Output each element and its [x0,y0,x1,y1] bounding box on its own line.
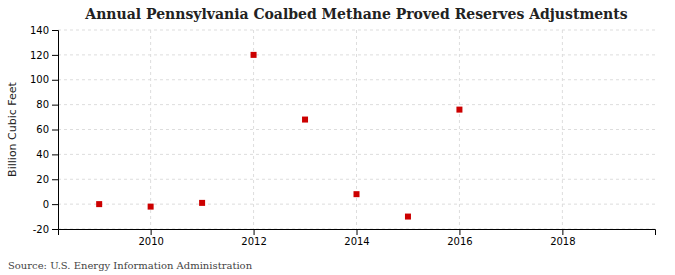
x-axis: 2010 2012 2014 2016 2018 [59,229,656,247]
y-tick: 0 [43,199,58,210]
point [96,201,102,207]
point [456,107,462,113]
y-tick-mark [52,130,58,131]
y-tick: 60 [36,124,58,135]
x-tick-label: 2018 [550,236,575,247]
y-tick-mark [52,30,58,31]
x-tick-mark [254,229,255,235]
grid-line [356,30,357,229]
plot: 2010 2012 2014 2016 2018 -20 0 20 40 60 80 100 120 14… [30,25,656,247]
y-tick-mark [52,229,58,230]
grid-line [58,154,655,155]
y-tick-label: 120 [30,50,49,61]
y-tick-mark [52,55,58,56]
y-tick-label: 20 [36,174,49,185]
point [199,200,205,206]
y-tick-mark [52,154,58,155]
points [96,52,462,220]
y-tick: 20 [36,174,58,185]
x-tick: 2014 [344,229,369,247]
grid-line [253,30,254,229]
y-axis-title: Billion Cubic Feet [6,81,19,176]
x-tick-mark [562,229,563,235]
y-tick-label: 60 [36,124,49,135]
y-tick-label: -20 [33,224,49,235]
x-tick: 2018 [550,229,575,247]
x-tick-mark [151,229,152,235]
title: Annual Pennsylvania Coalbed Methane Prov… [84,6,627,22]
x-tick-mark [459,229,460,235]
y-tick-label: 100 [30,74,49,85]
grid [58,30,655,229]
y-tick-mark [52,105,58,106]
y-tick: -20 [33,224,58,235]
x-tick: 2010 [138,229,163,247]
y-tick: 140 [30,25,58,36]
x-tick-label: 2012 [241,236,266,247]
chart: 2010 2012 2014 2016 2018 -20 0 20 40 60 80 100 120 14… [0,0,675,275]
y-tick-label: 40 [36,149,49,160]
point [302,117,308,123]
y-tick: 120 [30,50,58,61]
x-tick-label: 2014 [344,236,369,247]
point [251,52,257,58]
x-tick: 2016 [447,229,472,247]
y-tick: 100 [30,74,58,85]
point [148,204,154,210]
x-tick: 2012 [241,229,266,247]
y-axis: -20 0 20 40 60 80 100 120 140 [30,25,59,235]
y-tick-label: 80 [36,99,49,110]
point [405,214,411,220]
y-tick: 80 [36,99,58,110]
y-tick: 40 [36,149,58,160]
grid-line [58,129,655,130]
point [354,191,360,197]
annotation: Source: U.S. Energy Information Administ… [8,260,253,271]
y-tick-mark [52,80,58,81]
x-axis-line [59,230,656,236]
grid-line [459,30,460,229]
y-tick-mark [52,204,58,205]
x-tick-mark [357,229,358,235]
y-axis-line [52,31,59,230]
y-tick-label: 140 [30,25,49,36]
grid-line [562,30,563,229]
y-tick-label: 0 [43,199,49,210]
x-tick-label: 2010 [138,236,163,247]
grid-line [150,30,151,229]
grid-line [58,179,655,180]
y-tick-mark [52,179,58,180]
x-tick-label: 2016 [447,236,472,247]
